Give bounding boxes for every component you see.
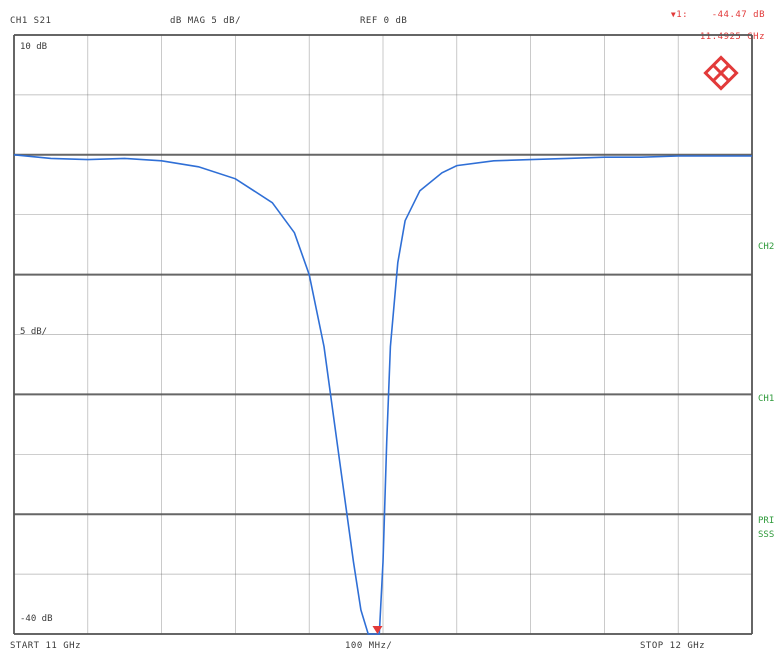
marker-readout: ▼1: -44.47 dB [671,10,765,20]
channel-label: CH1 S21 [10,16,52,26]
start-frequency-label: START 11 GHz [10,641,82,651]
side-label-sss: SSS [758,530,775,540]
side-label-pri: PRI [758,516,775,526]
rohde-schwarz-logo-icon [703,55,739,91]
marker-triangle-icon: ▼ [670,10,677,19]
markers [372,626,383,634]
scale-label: 5 dB/ [20,327,48,337]
top-level-label: 10 dB [20,42,48,52]
marker-readout-frequency: 11.4925 GHz [699,32,765,42]
stop-frequency-label: STOP 12 GHz [640,641,706,651]
format-label: dB MAG 5 dB/ [170,16,242,26]
bottom-level-label: -40 dB [20,614,53,624]
reference-label: REF 0 dB [360,16,408,26]
marker-readout-value: -44.47 dB [711,10,765,20]
marker-1 [372,626,383,634]
span-label: 100 MHz/ [345,641,393,651]
trace-line [13,154,752,635]
side-label-ch2: CH2 [758,242,775,252]
side-label-ch1: CH1 [758,394,775,404]
marker-readout-label: 1: [676,10,689,20]
